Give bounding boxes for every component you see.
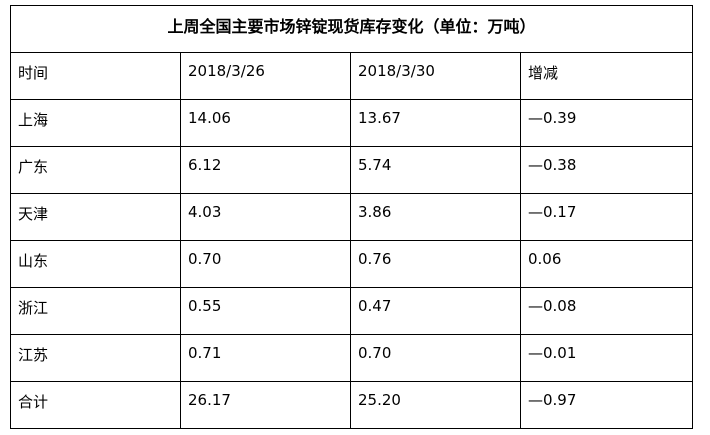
cell: —0.01 (519, 334, 694, 382)
cell: 0.55 (180, 287, 351, 335)
cell: 天津 (10, 193, 181, 241)
cell: 0.71 (180, 334, 351, 382)
cell: 26.17 (180, 381, 351, 429)
cell: 0.70 (180, 240, 351, 288)
cell: 4.03 (180, 193, 351, 241)
data-row: 合计 26.17 25.20 —0.97 (10, 381, 694, 429)
header-cell: 2018/3/30 (350, 52, 521, 100)
cell: —0.39 (519, 99, 694, 147)
table-title: 上周全国主要市场锌锭现货库存变化（单位：万吨） (9, 5, 694, 53)
cell: 6.12 (180, 146, 351, 194)
cell: 3.86 (350, 193, 521, 241)
header-cell: 2018/3/26 (180, 52, 351, 100)
data-row: 广东 6.12 5.74 —0.38 (10, 146, 694, 194)
data-row: 浙江 0.55 0.47 —0.08 (10, 287, 694, 335)
cell: —0.38 (519, 146, 694, 194)
cell: 5.74 (350, 146, 521, 194)
cell: 广东 (10, 146, 181, 194)
data-row: 上海 14.06 13.67 —0.39 (10, 99, 694, 147)
cell: 江苏 (10, 334, 181, 382)
header-row: 时间 2018/3/26 2018/3/30 增减 (10, 52, 694, 100)
cell: 上海 (10, 99, 181, 147)
cell: 13.67 (350, 99, 521, 147)
cell: 0.76 (350, 240, 521, 288)
header-cell: 时间 (10, 52, 181, 100)
header-cell: 增减 (519, 52, 694, 100)
title-row: 上周全国主要市场锌锭现货库存变化（单位：万吨） (9, 5, 694, 53)
cell: 合计 (10, 381, 181, 429)
data-row: 江苏 0.71 0.70 —0.01 (10, 334, 694, 382)
inventory-table: 上周全国主要市场锌锭现货库存变化（单位：万吨） 时间 2018/3/26 2018/… (9, 5, 694, 429)
cell: 0.06 (519, 240, 694, 288)
cell: —0.17 (519, 193, 694, 241)
cell: 25.20 (350, 381, 521, 429)
cell: 浙江 (10, 287, 181, 335)
data-row: 天津 4.03 3.86 —0.17 (10, 193, 694, 241)
cell: 0.70 (350, 334, 521, 382)
cell: 14.06 (180, 99, 351, 147)
cell: 0.47 (350, 287, 521, 335)
cell: —0.08 (519, 287, 694, 335)
data-row: 山东 0.70 0.76 0.06 (10, 240, 694, 288)
table-body: 上周全国主要市场锌锭现货库存变化（单位：万吨） 时间 2018/3/26 2018/… (9, 5, 694, 429)
cell: —0.97 (519, 381, 694, 429)
cell: 山东 (10, 240, 181, 288)
